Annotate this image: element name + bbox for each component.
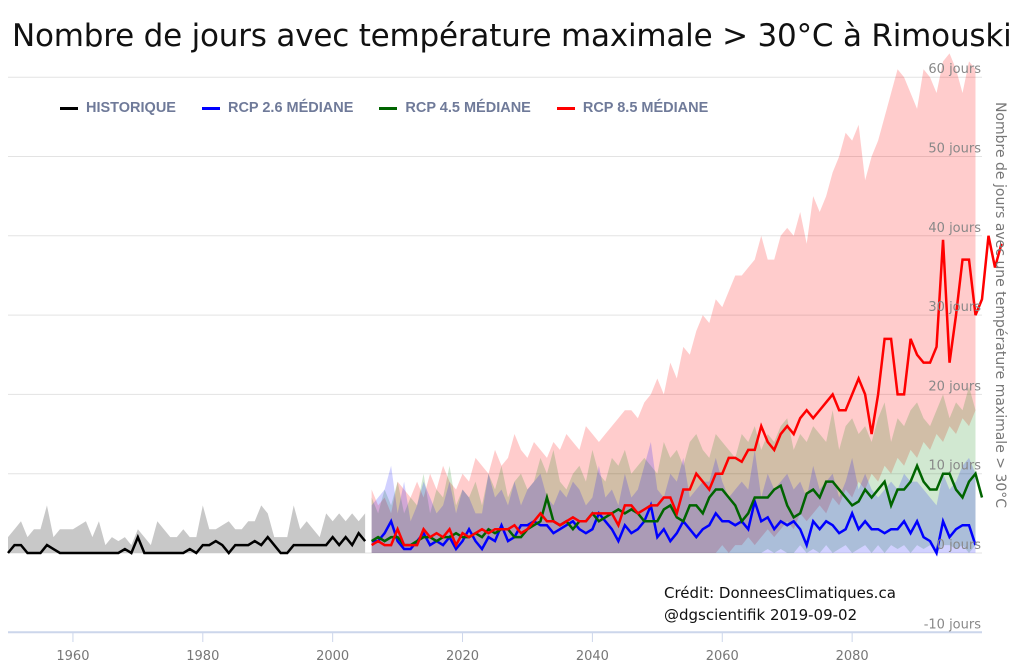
y-tick-label: 50 jours (928, 142, 981, 157)
y-tick-label: 40 jours (928, 221, 981, 236)
y-tick-label: 0 jours (937, 538, 982, 553)
y-tick-label: -10 jours (924, 617, 982, 632)
x-tick-label: 1960 (56, 649, 89, 664)
legend-item-rcp85[interactable]: RCP 8.5 MÉDIANE (556, 100, 709, 116)
legend-item-historique[interactable]: HISTORIQUE (60, 100, 176, 116)
x-tick-label: 2040 (576, 649, 609, 664)
uncertainty-bands (8, 53, 976, 553)
band-historique (8, 505, 366, 553)
legend: HISTORIQUE RCP 2.6 MÉDIANE RCP 4.5 MÉDIA… (60, 100, 708, 116)
x-tick-label: 2000 (316, 649, 349, 664)
credit-line-1: Crédit: DonneesClimatiques.ca (664, 584, 896, 602)
legend-label: RCP 4.5 MÉDIANE (405, 100, 531, 116)
legend-item-rcp26[interactable]: RCP 2.6 MÉDIANE (201, 100, 354, 116)
y-tick-label: 10 jours (928, 459, 981, 474)
x-tick-label: 2060 (706, 649, 739, 664)
legend-item-rcp45[interactable]: RCP 4.5 MÉDIANE (379, 100, 531, 116)
line-historique (7, 530, 367, 555)
legend-swatch-rcp85 (556, 106, 575, 110)
y-axis-ticks: -10 jours 0 jours 10 jours 20 jours 30 jours… (924, 62, 982, 632)
x-tick-label: 1980 (186, 649, 219, 664)
y-tick-label: 30 jours (928, 300, 981, 315)
x-tick-label: 2020 (446, 649, 479, 664)
x-axis: 1960 1980 2000 2020 2040 2060 2080 (56, 633, 869, 664)
y-axis-label: Nombre de jours avec une température max… (992, 101, 1008, 509)
median-lines (7, 235, 1003, 557)
legend-label: RCP 8.5 MÉDIANE (582, 100, 709, 116)
y-tick-label: 60 jours (928, 62, 981, 77)
legend-label: RCP 2.6 MÉDIANE (227, 100, 354, 116)
credit-line-2: @dgscientifik 2019-09-02 (664, 606, 858, 624)
legend-label: HISTORIQUE (86, 100, 176, 116)
band-rcp-4-5-m-diane (371, 386, 976, 553)
legend-swatch-rcp26 (201, 106, 220, 110)
x-tick-label: 2080 (836, 649, 869, 664)
chart-title: Nombre de jours avec température maximal… (12, 18, 1012, 54)
legend-swatch-historique (60, 106, 78, 110)
credit-note: Crédit: DonneesClimatiques.ca @dgscienti… (664, 582, 896, 626)
line-rcp-8-5-m-diane (370, 235, 1003, 548)
y-tick-label: 20 jours (928, 379, 981, 394)
band-rcp-8-5-m-diane (371, 53, 976, 553)
legend-swatch-rcp45 (379, 106, 398, 110)
